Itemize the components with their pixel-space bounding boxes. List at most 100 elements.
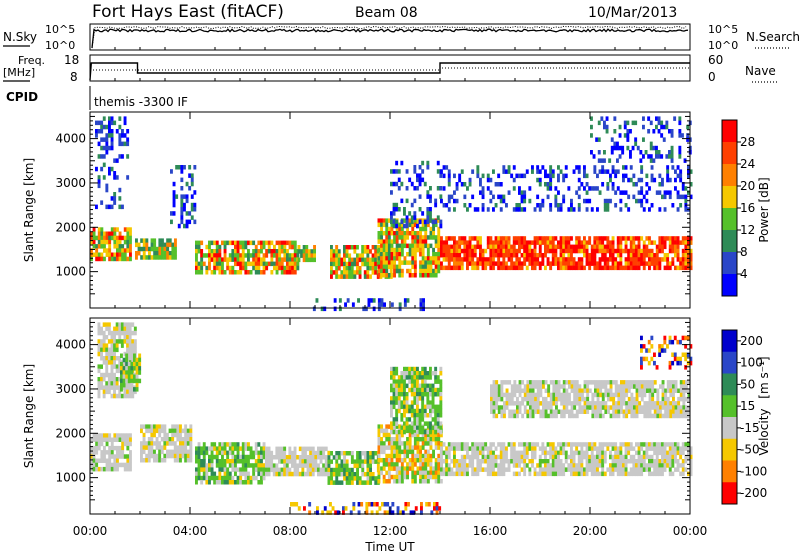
power-echo-cells: [90, 116, 693, 312]
echo-cell: [278, 455, 281, 460]
echo-cell: [174, 238, 177, 243]
echo-cell: [447, 236, 451, 241]
echo-cell: [596, 401, 600, 406]
echo-cell: [669, 384, 673, 389]
echo-cell: [453, 240, 456, 245]
echo-cell: [371, 455, 375, 460]
echo-cell: [559, 236, 563, 241]
echo-cell: [335, 245, 339, 250]
echo-cell: [418, 219, 422, 225]
echo-cell: [393, 235, 396, 240]
echo-cell: [515, 261, 519, 266]
echo-cell: [510, 248, 514, 254]
echo-cell: [413, 458, 417, 463]
echo-cell: [499, 198, 503, 204]
echo-cell: [603, 236, 607, 241]
echo-cell: [619, 248, 623, 254]
echo-cell: [684, 454, 688, 460]
echo-cell: [100, 145, 104, 151]
echo-cell: [385, 235, 389, 240]
echo-cell: [400, 392, 404, 397]
echo-cell: [622, 467, 625, 472]
echo-cell: [429, 387, 432, 393]
echo-cell: [126, 137, 130, 142]
echo-cell: [633, 396, 636, 402]
echo-cell: [202, 450, 206, 456]
echo-cell: [625, 384, 629, 389]
echo-cell: [411, 432, 415, 438]
echo-cell: [562, 450, 566, 456]
echo-cell: [322, 471, 326, 477]
echo-cell: [322, 450, 326, 456]
echo-cell: [523, 173, 527, 179]
echo-cell: [531, 392, 535, 398]
echo-cell: [614, 463, 618, 468]
echo-cell: [197, 442, 201, 447]
echo-cell: [471, 236, 475, 241]
echo-cell: [395, 424, 399, 429]
echo-cell: [418, 429, 422, 435]
echo-cell: [508, 392, 512, 398]
echo-cell: [205, 450, 209, 456]
echo-cell: [601, 392, 605, 398]
echo-cell: [598, 442, 602, 447]
echo-cell: [123, 351, 127, 357]
echo-cell: [113, 356, 116, 361]
echo-cell: [445, 450, 449, 456]
echo-cell: [502, 446, 506, 451]
echo-cell: [575, 380, 579, 385]
echo-cell: [105, 204, 109, 210]
echo-cell: [637, 463, 641, 468]
echo-cell: [241, 459, 245, 464]
echo-cell: [416, 392, 419, 397]
echo-cell: [108, 231, 112, 236]
echo-cell: [577, 248, 581, 254]
echo-cell: [495, 405, 499, 410]
echo-cell: [142, 251, 146, 256]
echo-cell: [516, 401, 519, 406]
echo-cell: [133, 339, 137, 344]
echo-cell: [437, 432, 441, 438]
echo-cell: [593, 169, 597, 174]
echo-cell: [533, 248, 537, 254]
echo-cell: [97, 364, 101, 369]
echo-cell: [632, 236, 636, 241]
echo-cell: [254, 463, 258, 468]
echo-cell: [403, 474, 407, 480]
echo-cell: [510, 413, 514, 419]
echo-cell: [361, 480, 365, 485]
echo-cell: [689, 471, 693, 477]
echo-cell: [195, 471, 198, 477]
echo-cell: [395, 243, 399, 249]
echo-cell: [655, 253, 659, 258]
echo-cell: [110, 166, 114, 172]
echo-cell: [288, 471, 292, 477]
echo-cell: [619, 198, 623, 204]
echo-cell: [283, 257, 287, 262]
echo-cell: [601, 463, 605, 468]
echo-cell: [267, 446, 271, 452]
echo-cell: [95, 462, 99, 468]
echo-cell: [670, 158, 674, 163]
echo-cell: [585, 207, 589, 212]
echo-cell: [369, 451, 372, 456]
echo-cell: [570, 446, 573, 451]
echo-cell: [490, 401, 493, 406]
echo-cell: [567, 253, 571, 258]
echo-cell: [638, 388, 642, 393]
echo-cell: [189, 449, 193, 455]
echo-cell: [234, 471, 237, 477]
echo-cell: [447, 450, 451, 456]
echo-cell: [612, 401, 616, 406]
echo-cell: [278, 467, 281, 473]
echo-cell: [403, 453, 407, 459]
echo-cell: [681, 133, 684, 138]
echo-cell: [366, 253, 370, 258]
echo-cell: [254, 265, 258, 271]
echo-cell: [664, 413, 668, 419]
echo-cell: [155, 458, 159, 463]
echo-cell: [476, 261, 480, 266]
echo-cell: [497, 471, 501, 477]
echo-cell: [422, 306, 425, 312]
echo-cell: [262, 446, 266, 451]
